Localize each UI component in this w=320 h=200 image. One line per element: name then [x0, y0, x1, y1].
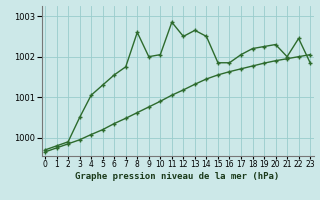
X-axis label: Graphe pression niveau de la mer (hPa): Graphe pression niveau de la mer (hPa)	[76, 172, 280, 181]
